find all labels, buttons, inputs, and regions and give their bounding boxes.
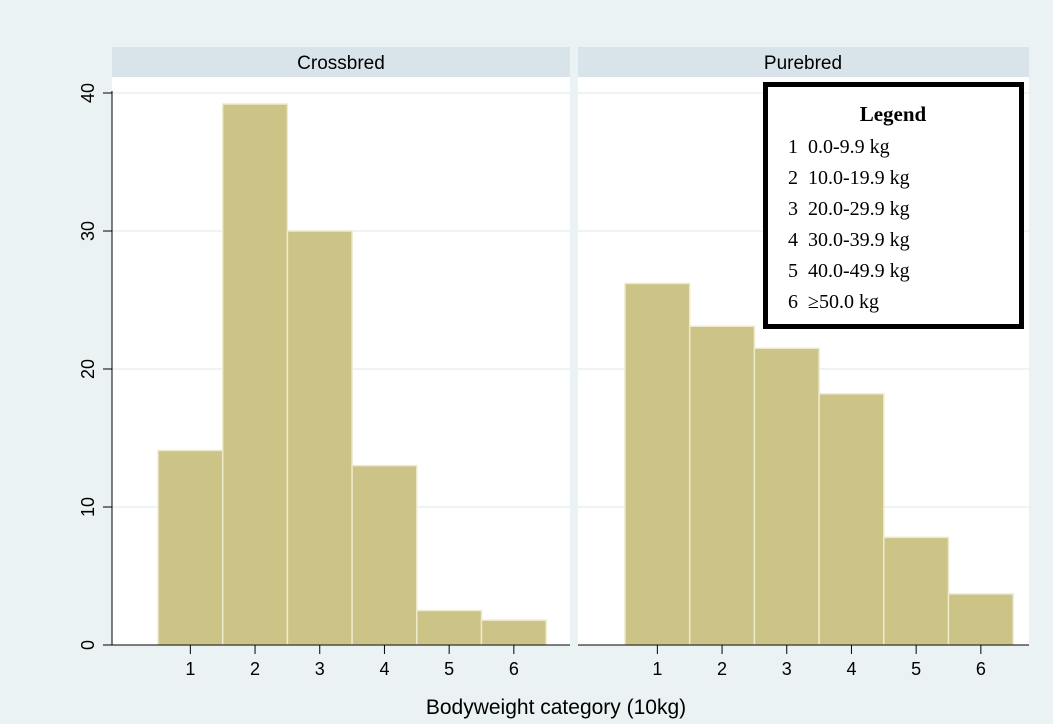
panel-header-crossbred (112, 47, 570, 77)
x-tick-label: 2 (717, 659, 727, 679)
legend-title: Legend (860, 102, 927, 126)
x-tick-label: 5 (444, 659, 454, 679)
x-ticks-crossbred: 1 2 3 4 5 6 (112, 644, 570, 679)
x-tick-label: 6 (509, 659, 519, 679)
bar (416, 609, 483, 646)
legend-item: 6 ≥50.0 kg (788, 291, 879, 313)
x-tick-label: 6 (976, 659, 986, 679)
y-axis: 0 10 20 30 40 (78, 83, 113, 650)
x-tick-label: 2 (250, 659, 260, 679)
panel-title-crossbred: Crossbred (297, 53, 385, 74)
x-tick-label: 1 (185, 659, 195, 679)
x-ticks-purebred: 1 2 3 4 5 6 (578, 644, 1029, 679)
y-tick-label: 40 (78, 83, 98, 103)
legend-item: 4 30.0-39.9 kg (788, 229, 910, 251)
bar (947, 593, 1014, 646)
bar (818, 393, 885, 646)
x-tick-label: 4 (846, 659, 856, 679)
bar (480, 619, 547, 646)
bar (753, 347, 820, 646)
y-tick-label: 10 (78, 497, 98, 517)
bars-purebred (624, 282, 1014, 646)
legend-item: 3 20.0-29.9 kg (788, 198, 910, 220)
x-tick-label: 5 (911, 659, 921, 679)
legend-item: 2 10.0-19.9 kg (788, 167, 910, 189)
x-axis-title: Bodyweight category (10kg) (426, 696, 686, 719)
y-tick-label: 30 (78, 221, 98, 241)
bar (351, 464, 418, 646)
x-tick-label: 3 (782, 659, 792, 679)
panel-header-purebred (578, 47, 1029, 77)
bar (286, 230, 353, 646)
bars-crossbred (157, 103, 547, 646)
y-tick-label: 0 (78, 640, 98, 650)
x-tick-label: 1 (652, 659, 662, 679)
bar (157, 449, 224, 646)
legend-item: 1 0.0-9.9 kg (788, 136, 890, 158)
panel-crossbred: Crossbred 1 2 3 4 5 6 (112, 47, 570, 679)
legend-item: 5 40.0-49.9 kg (788, 260, 910, 282)
bar (624, 282, 691, 646)
y-tick-label: 20 (78, 359, 98, 379)
x-tick-label: 4 (379, 659, 389, 679)
legend: Legend 1 0.0-9.9 kg 2 10.0-19.9 kg 3 20.… (763, 82, 1024, 329)
bar (221, 103, 289, 646)
panel-title-purebred: Purebred (764, 53, 842, 74)
bar (688, 325, 756, 646)
x-tick-label: 3 (315, 659, 325, 679)
legend-box (763, 82, 1024, 329)
bar (883, 536, 950, 646)
